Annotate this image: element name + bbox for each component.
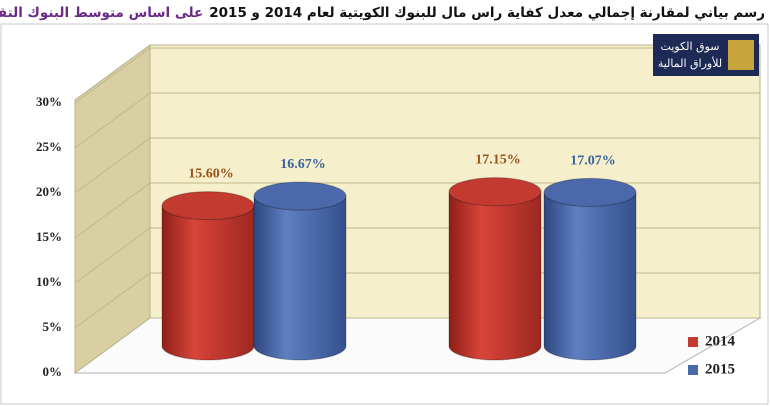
logo-text: للأوراق المالية [658, 56, 722, 70]
bar-top [448, 177, 542, 207]
grid-line [74, 92, 760, 149]
legend-label: 2015 [705, 361, 735, 377]
y-tick-label: 25% [36, 139, 62, 154]
grid-line [74, 47, 760, 104]
bar [253, 195, 347, 361]
legend-label: 2014 [705, 333, 736, 349]
title-line: رسم بياني لمقارنة إجمالي معدل كفاية راس … [0, 5, 765, 21]
y-tick-label: 10% [36, 274, 62, 289]
logo-icon [728, 40, 754, 70]
value-label: 17.07% [570, 153, 616, 168]
legend-swatch [688, 365, 698, 375]
bar [448, 191, 542, 361]
value-label: 17.15% [475, 153, 521, 168]
bar [543, 192, 637, 361]
bar [161, 205, 255, 361]
bar-top [543, 177, 637, 207]
y-tick-label: 0% [43, 364, 63, 379]
y-tick-label: 15% [36, 229, 62, 244]
bar-top [161, 191, 255, 221]
grid-line [74, 137, 760, 194]
logo-text: سوق الكويت [661, 40, 720, 53]
y-tick-label: 20% [36, 184, 62, 199]
value-label: 15.60% [188, 167, 234, 182]
chart-subtitle: على اساس متوسط البنوك التقليدية والإسلام… [0, 5, 203, 21]
value-label: 16.67% [280, 157, 326, 172]
y-tick-label: 30% [36, 94, 62, 109]
legend-swatch [688, 337, 698, 347]
chart-title: رسم بياني لمقارنة إجمالي معدل كفاية راس … [209, 5, 765, 21]
bar-top [253, 181, 347, 211]
y-tick-label: 5% [43, 319, 63, 334]
